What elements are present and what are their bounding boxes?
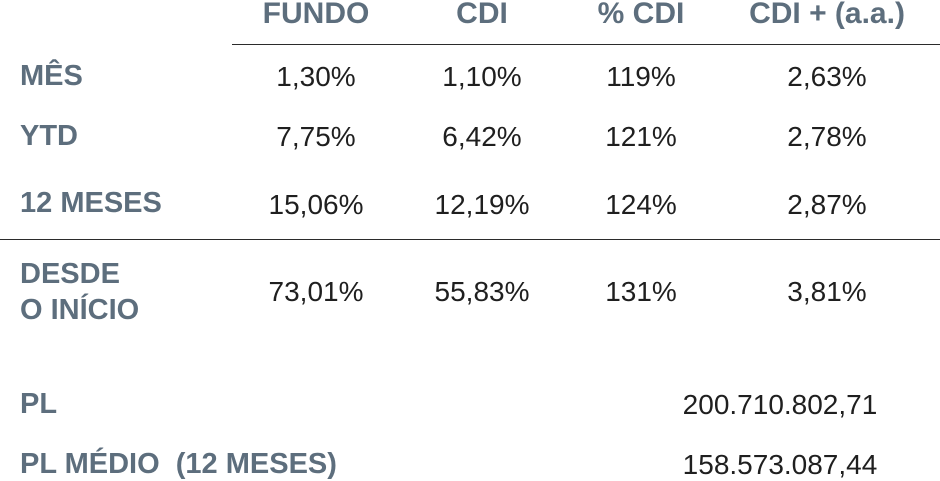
pl-label: PL: [20, 388, 58, 420]
cell-ytd-pct-cdi: 121%: [605, 121, 677, 152]
cell-mes-cdi-plus: 2,63%: [787, 61, 867, 92]
cell-12m-cdi-plus: 2,87%: [787, 189, 867, 220]
cell-ytd-cdi-plus: 2,78%: [787, 121, 867, 152]
header-pct-cdi: % CDI: [597, 0, 685, 30]
row-label-mes: MÊS: [20, 60, 83, 92]
row-label-desde: DESDE: [20, 258, 120, 290]
cell-mes-pct-cdi: 119%: [606, 61, 676, 92]
header-divider: [232, 44, 940, 45]
section-divider: [0, 239, 940, 240]
pl-medio-value: 158.573.087,44: [682, 449, 878, 480]
cell-inicio-fundo: 73,01%: [268, 276, 364, 307]
header-cdi: CDI: [456, 0, 508, 30]
cell-12m-fundo: 15,06%: [268, 189, 364, 220]
row-label-ytd: YTD: [20, 120, 78, 152]
cell-inicio-cdi-plus: 3,81%: [787, 276, 867, 307]
cell-12m-cdi: 12,19%: [434, 189, 530, 220]
cell-inicio-cdi: 55,83%: [434, 276, 530, 307]
cell-ytd-fundo: 7,75%: [276, 121, 356, 152]
cell-12m-pct-cdi: 124%: [605, 189, 677, 220]
row-label-12-meses: 12 MESES: [20, 187, 162, 219]
cell-inicio-pct-cdi: 131%: [605, 276, 677, 307]
row-label-desde-inicio: DESDE O INÍCIO: [20, 256, 139, 328]
header-fundo: FUNDO: [262, 0, 370, 30]
pl-value: 200.710.802,71: [682, 389, 878, 420]
header-cdi-plus: CDI + (a.a.): [749, 0, 905, 30]
row-label-o-inicio: O INÍCIO: [20, 294, 140, 326]
cell-mes-fundo: 1,30%: [276, 61, 356, 92]
cell-mes-cdi: 1,10%: [442, 61, 522, 92]
cell-ytd-cdi: 6,42%: [442, 121, 522, 152]
pl-medio-label: PL MÉDIO (12 MESES): [20, 448, 337, 480]
